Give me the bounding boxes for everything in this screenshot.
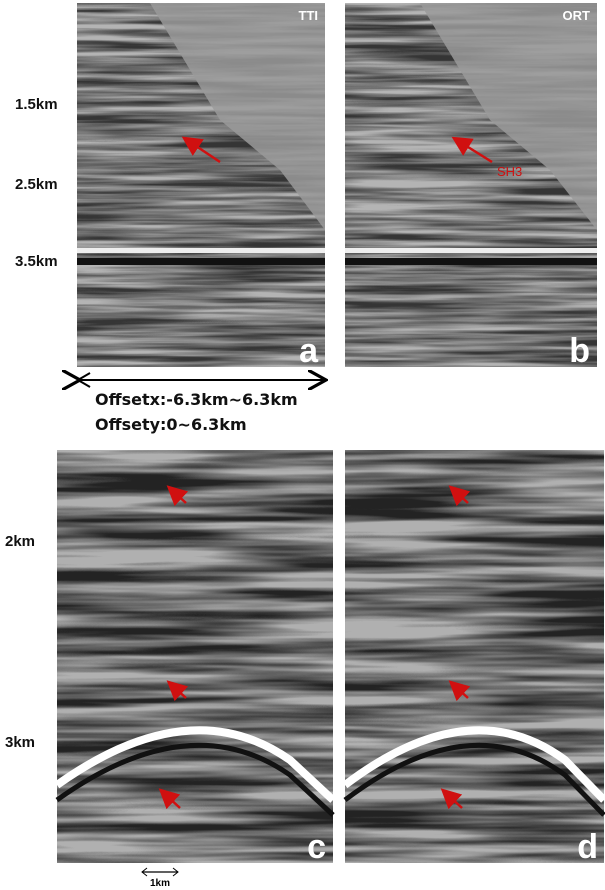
offset-text: Offsety:0~6.3km xyxy=(95,415,247,434)
depth-label: 1.5km xyxy=(15,96,58,113)
panel-tag: TTI xyxy=(299,8,319,23)
annotation: SH3 xyxy=(497,164,522,179)
depth-label: 2km xyxy=(5,533,35,550)
panel-label: c xyxy=(307,828,326,866)
offset-text: Offsetx:-6.3km~6.3km xyxy=(95,390,298,409)
scale-label: 1km xyxy=(150,878,170,889)
panel-tag: ORT xyxy=(563,8,591,23)
panel-b: ORT b SH3 xyxy=(345,3,597,370)
panel-label: d xyxy=(577,828,598,866)
depth-label: 2.5km xyxy=(15,176,58,193)
panel-label: a xyxy=(299,332,319,370)
panel-c: c xyxy=(54,450,336,866)
depth-label: 3.5km xyxy=(15,253,58,270)
panel-a: TTI a xyxy=(77,3,325,370)
panel-label: b xyxy=(569,332,590,370)
depth-label: 3km xyxy=(5,734,35,751)
panel-d: d xyxy=(342,450,605,866)
